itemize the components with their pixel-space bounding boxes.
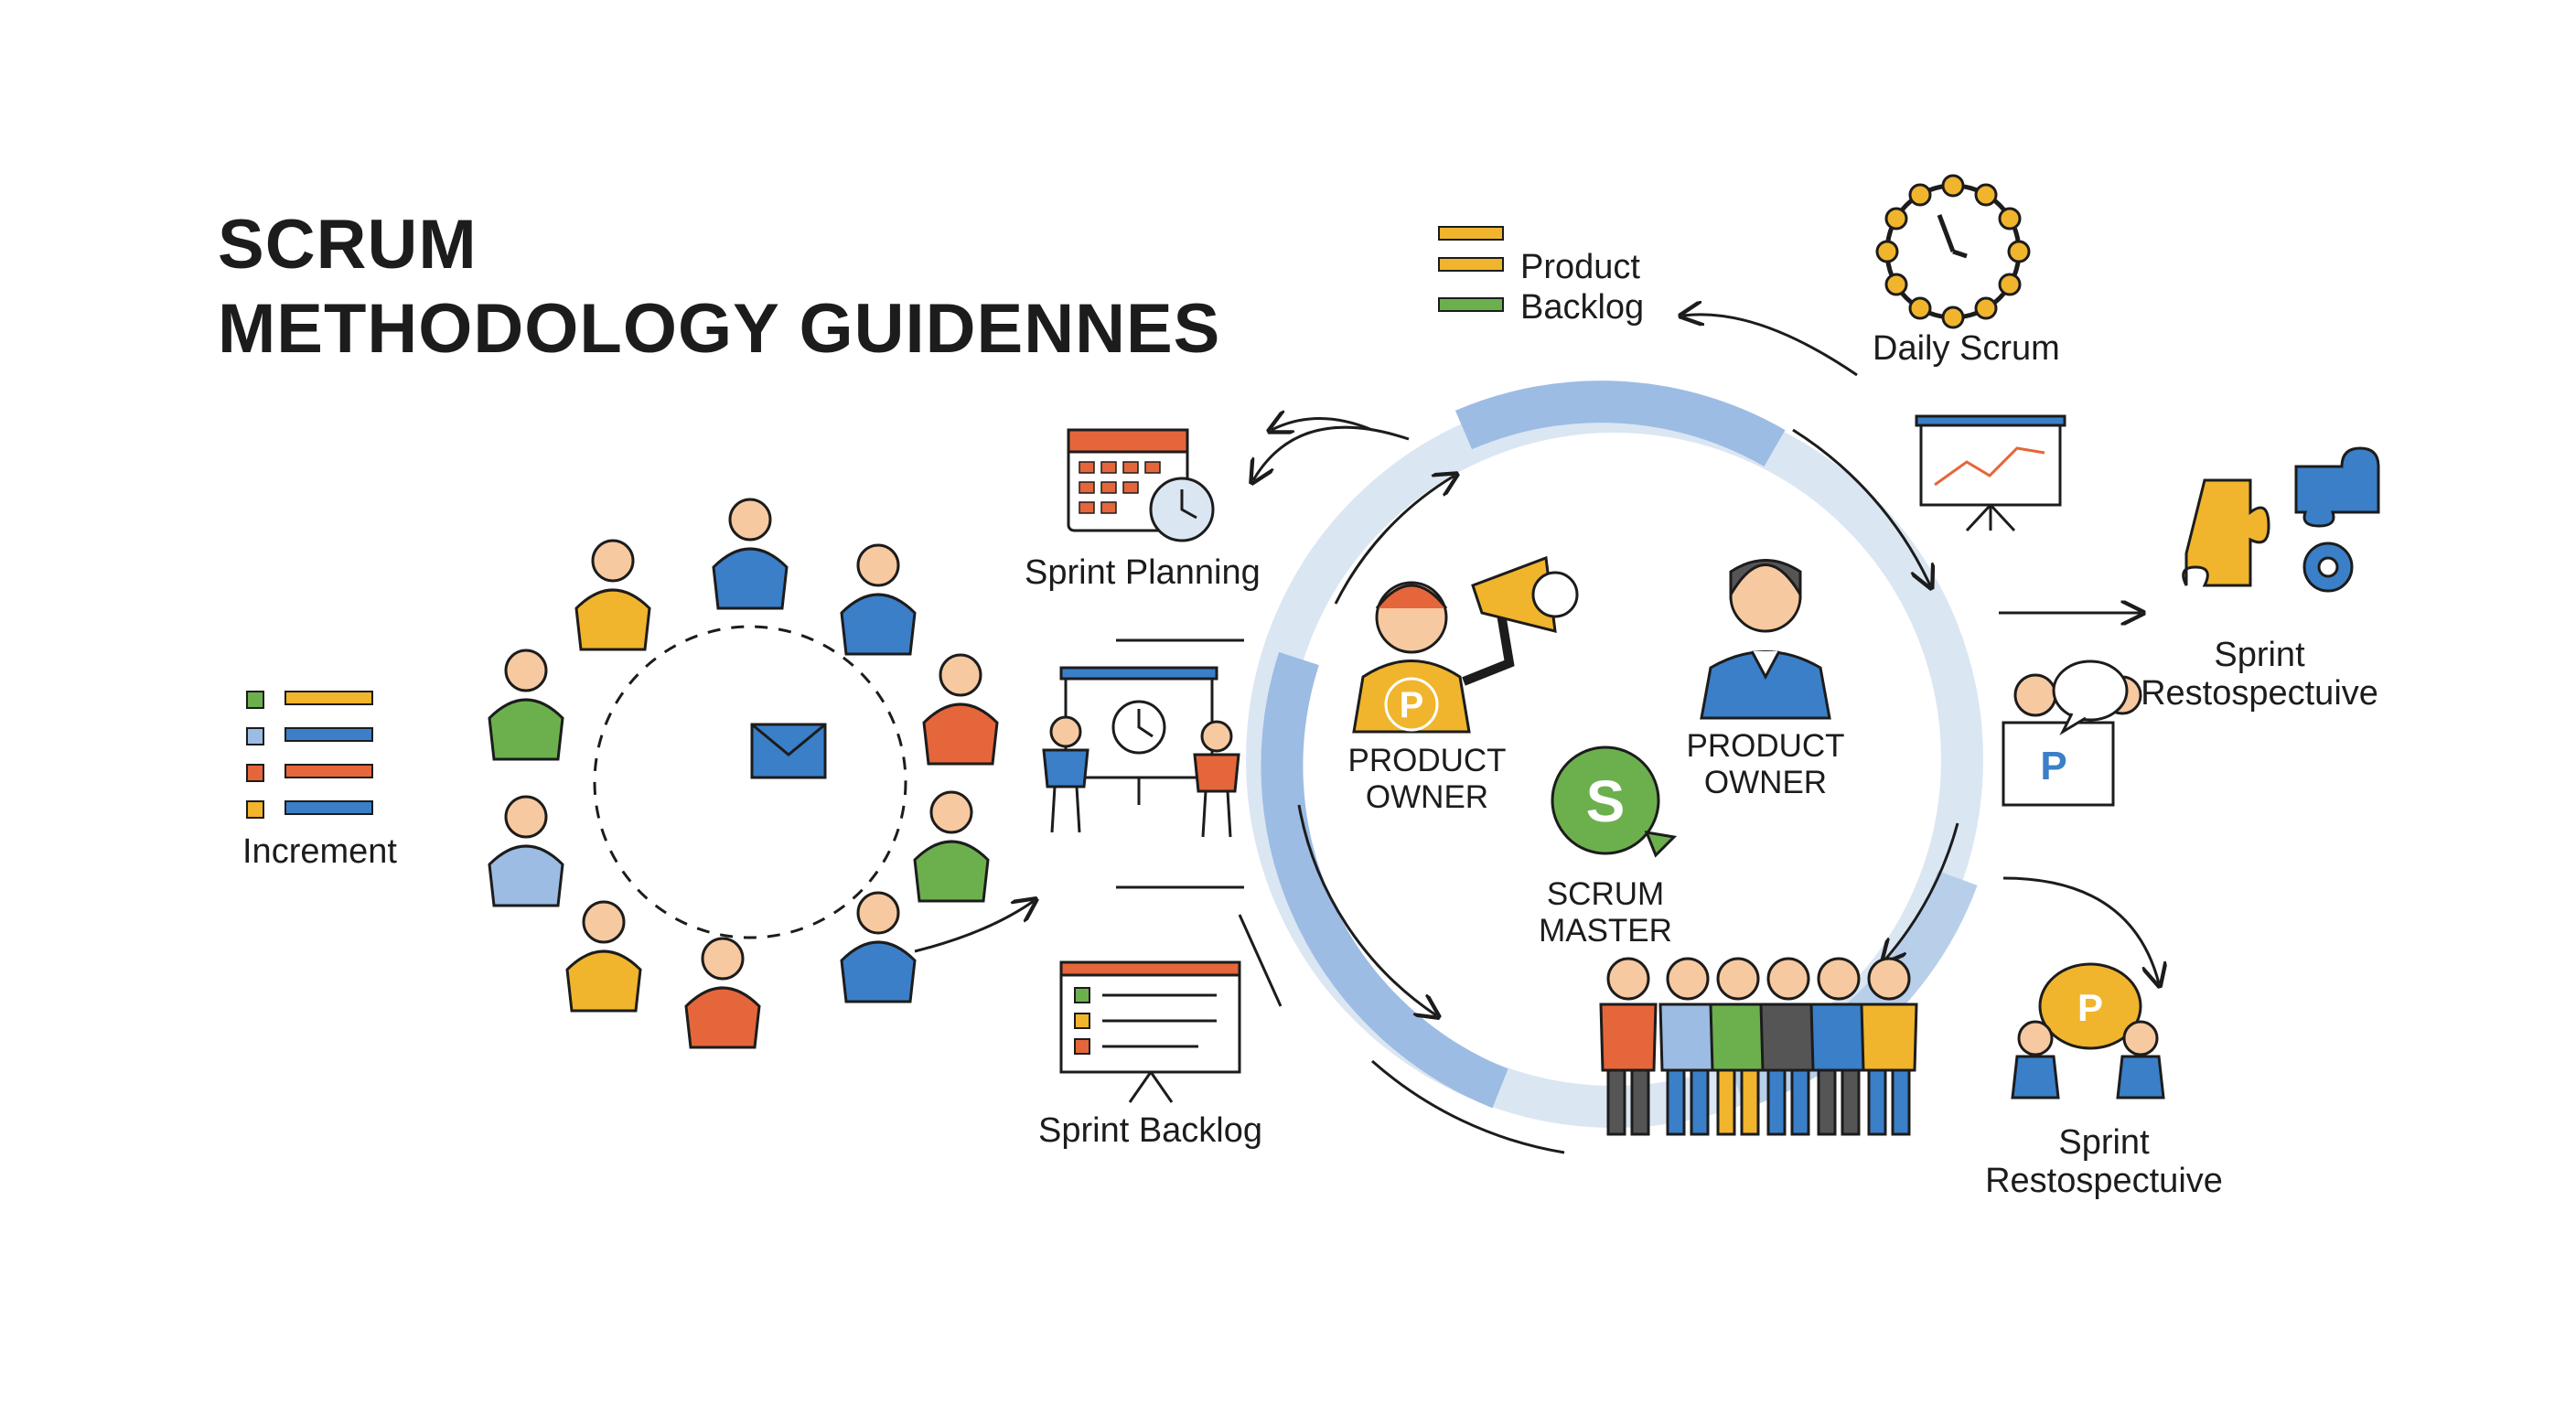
increment-list-icon <box>246 691 373 819</box>
scrum-master-badge: S <box>1551 745 1678 858</box>
team-circle <box>593 625 907 939</box>
scrum-master-line-2: MASTER <box>1539 913 1672 949</box>
increment-label: Increment <box>242 832 397 871</box>
sprint-planning-label: Sprint Planning <box>1025 553 1261 592</box>
sprint-backlog-label: Sprint Backlog <box>1038 1111 1263 1150</box>
sprint-retrospective-bottom-label: Sprint Restospectuive <box>1976 1123 2232 1200</box>
calendar-clock-icon <box>1067 428 1215 542</box>
sprint-retrospective-top-line-2: Restospectuive <box>2141 674 2378 713</box>
page-title-line-2: METHODOLOGY GUIDENNES <box>218 290 1221 368</box>
product-backlog-label-line-2: Backlog <box>1520 288 1645 327</box>
puzzle-gear-icon <box>2182 446 2380 593</box>
scrum-team-group <box>1599 957 1918 1136</box>
page-title: SCRUM METHODOLOGY GUIDENNES <box>218 203 1220 371</box>
presentation-board-icon <box>1042 666 1240 838</box>
page-title-line-1: SCRUM <box>218 206 478 284</box>
team-member-people <box>488 498 999 1049</box>
product-owner-left-label: PRODUCT OWNER <box>1317 743 1537 816</box>
envelope-icon <box>750 723 827 779</box>
retro-bottom-badge-letter: P <box>2077 986 2103 1029</box>
scrum-master-label: SCRUM MASTER <box>1500 876 1711 949</box>
sprint-backlog-board-icon <box>1059 960 1241 1103</box>
product-owner-right-line-1: PRODUCT <box>1686 728 1845 764</box>
sprint-retrospective-bottom-line-2: Restospectuive <box>1985 1162 2223 1200</box>
flow-arrows <box>914 315 2159 1007</box>
scrum-master-badge-letter: S <box>1586 768 1626 834</box>
daily-scrum-clock-icon <box>1875 174 2031 329</box>
scrum-master-line-1: SCRUM <box>1546 876 1665 912</box>
retrospective-discussion-icon <box>2011 962 2165 1099</box>
daily-scrum-label: Daily Scrum <box>1873 329 2060 368</box>
product-owner-right-line-2: OWNER <box>1703 765 1828 800</box>
product-owner-left-line-1: PRODUCT <box>1347 743 1507 778</box>
product-owner-left-line-2: OWNER <box>1365 779 1489 815</box>
product-backlog-label-line-1: Product <box>1520 248 1640 286</box>
sprint-retrospective-top-line-1: Sprint <box>2214 636 2305 674</box>
product-backlog-icon <box>1438 226 1504 312</box>
product-backlog-label: Product Backlog <box>1520 247 1644 327</box>
sprint-retrospective-top-label: Sprint Restospectuive <box>2131 636 2388 713</box>
retrospective-meeting-icon <box>2002 660 2142 807</box>
product-owner-badge-left-letter: P <box>1400 685 1424 725</box>
product-owner-badge-left: P <box>1384 677 1439 732</box>
retro-badge-letter: P <box>2040 744 2066 788</box>
product-owner-right-label: PRODUCT OWNER <box>1656 728 1875 801</box>
sprint-retrospective-bottom-line-1: Sprint <box>2058 1123 2150 1162</box>
chart-board-icon <box>1915 414 2066 532</box>
product-owner-suit-person <box>1700 559 1831 720</box>
